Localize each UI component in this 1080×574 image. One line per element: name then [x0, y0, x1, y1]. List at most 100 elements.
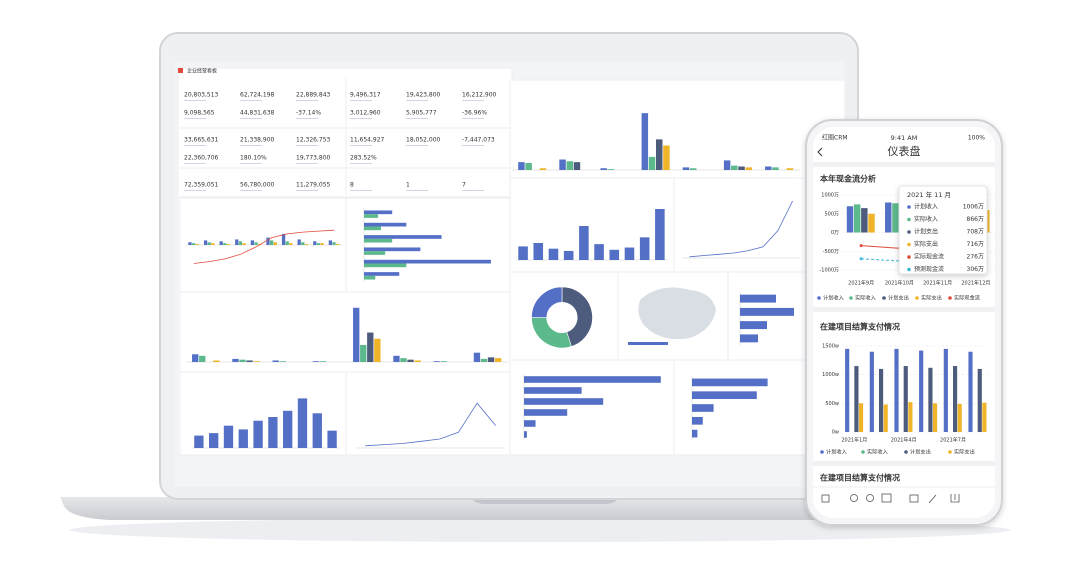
bar [328, 240, 333, 245]
bar [213, 360, 220, 362]
page-title: 仪表盘 [888, 144, 921, 158]
separator [813, 461, 995, 466]
bar [977, 368, 982, 432]
bar [533, 243, 544, 260]
bar [364, 238, 393, 243]
back-button[interactable] [817, 147, 823, 157]
chart-title: 在建项目结算支付情况 [820, 473, 900, 483]
bar [195, 244, 199, 245]
bar [692, 404, 714, 412]
bar [639, 237, 650, 260]
share-icon[interactable] [909, 494, 919, 503]
y-tick-label: 1000w [822, 372, 839, 378]
tooltip-value: 708万 [967, 229, 984, 236]
calendar-icon[interactable] [881, 493, 892, 503]
bar [226, 244, 231, 245]
bar [786, 168, 794, 170]
bar [919, 350, 924, 432]
kpi-underline [350, 100, 372, 101]
kpi-value: 11,279,055 [296, 182, 331, 189]
tooltip-name: 计划收入 [914, 203, 938, 211]
bar [188, 242, 192, 245]
bar [494, 358, 502, 362]
bar [279, 361, 286, 362]
kpi-underline [296, 100, 318, 101]
bar [191, 243, 196, 245]
toolbar [821, 493, 960, 504]
bar [731, 165, 738, 170]
bar [364, 222, 407, 227]
kpi-underline [184, 118, 206, 119]
bar [648, 156, 656, 170]
zoom-out-icon[interactable] [866, 494, 874, 502]
bar [524, 420, 536, 427]
kpi-underline [240, 100, 262, 101]
y-tick-label: -500万 [823, 249, 839, 255]
separator [813, 307, 995, 312]
bar [312, 413, 322, 448]
bar [285, 241, 289, 245]
tooltip-value: 276万 [967, 254, 984, 261]
bar [209, 433, 219, 448]
kpi-value: 7 [462, 182, 466, 189]
kpi-underline [350, 118, 372, 119]
bar [845, 348, 850, 432]
kpi-underline [184, 100, 206, 101]
y-tick-label: 500万 [824, 211, 839, 217]
tooltip-name: 计划支出 [914, 228, 938, 236]
bar [364, 210, 393, 215]
bar [692, 416, 703, 425]
bar [192, 354, 199, 362]
download-icon[interactable] [950, 494, 960, 503]
kpi-value: 18,052,000 [406, 137, 441, 144]
zoom-in-icon[interactable] [850, 494, 858, 502]
bar [745, 167, 752, 170]
carrier: 红圈CRM [822, 134, 848, 142]
kpi-underline [296, 118, 318, 119]
kpi-underline [184, 163, 206, 164]
kpi-value: 33,665,631 [184, 137, 219, 144]
bar [289, 243, 293, 245]
kpi-value: 62,724,198 [240, 92, 275, 99]
kpi-value: 19,773,800 [296, 155, 331, 162]
bar [238, 429, 248, 448]
bar [242, 243, 246, 245]
bar [932, 403, 938, 432]
legend-dot [948, 450, 952, 454]
bar [943, 348, 948, 432]
kpi-value: 11,654,927 [350, 137, 385, 144]
bar [327, 430, 337, 448]
tooltip-dot [907, 230, 911, 234]
x-tick-label: 2021年12月 [961, 280, 990, 287]
bar [692, 429, 698, 438]
bar [266, 237, 270, 245]
tooltip-name: 实际收入 [914, 215, 938, 223]
line [689, 200, 793, 258]
bar [765, 166, 772, 170]
bar [364, 214, 379, 218]
tooltip-dot [907, 205, 911, 209]
bar [194, 435, 204, 448]
kpi-underline [184, 190, 206, 191]
bar [223, 243, 227, 245]
edit-icon[interactable] [928, 494, 937, 504]
separator [813, 162, 995, 167]
bar [393, 355, 400, 362]
laptop-base [60, 497, 1000, 520]
panel [345, 371, 513, 456]
legend-label: 实际现金流 [954, 294, 980, 302]
kpi-underline [240, 190, 262, 191]
bar [367, 332, 374, 362]
bar [253, 361, 260, 362]
kpi-underline [296, 163, 318, 164]
bar [374, 338, 381, 362]
bar [400, 358, 407, 362]
legend-dot [861, 450, 865, 454]
kpi-underline [184, 145, 206, 146]
grid-icon[interactable] [821, 494, 830, 503]
bar [312, 361, 320, 362]
legend-dot [904, 450, 908, 454]
clock: 9:41 AM [891, 134, 918, 142]
x-tick-label: 2021年7月 [940, 437, 966, 444]
